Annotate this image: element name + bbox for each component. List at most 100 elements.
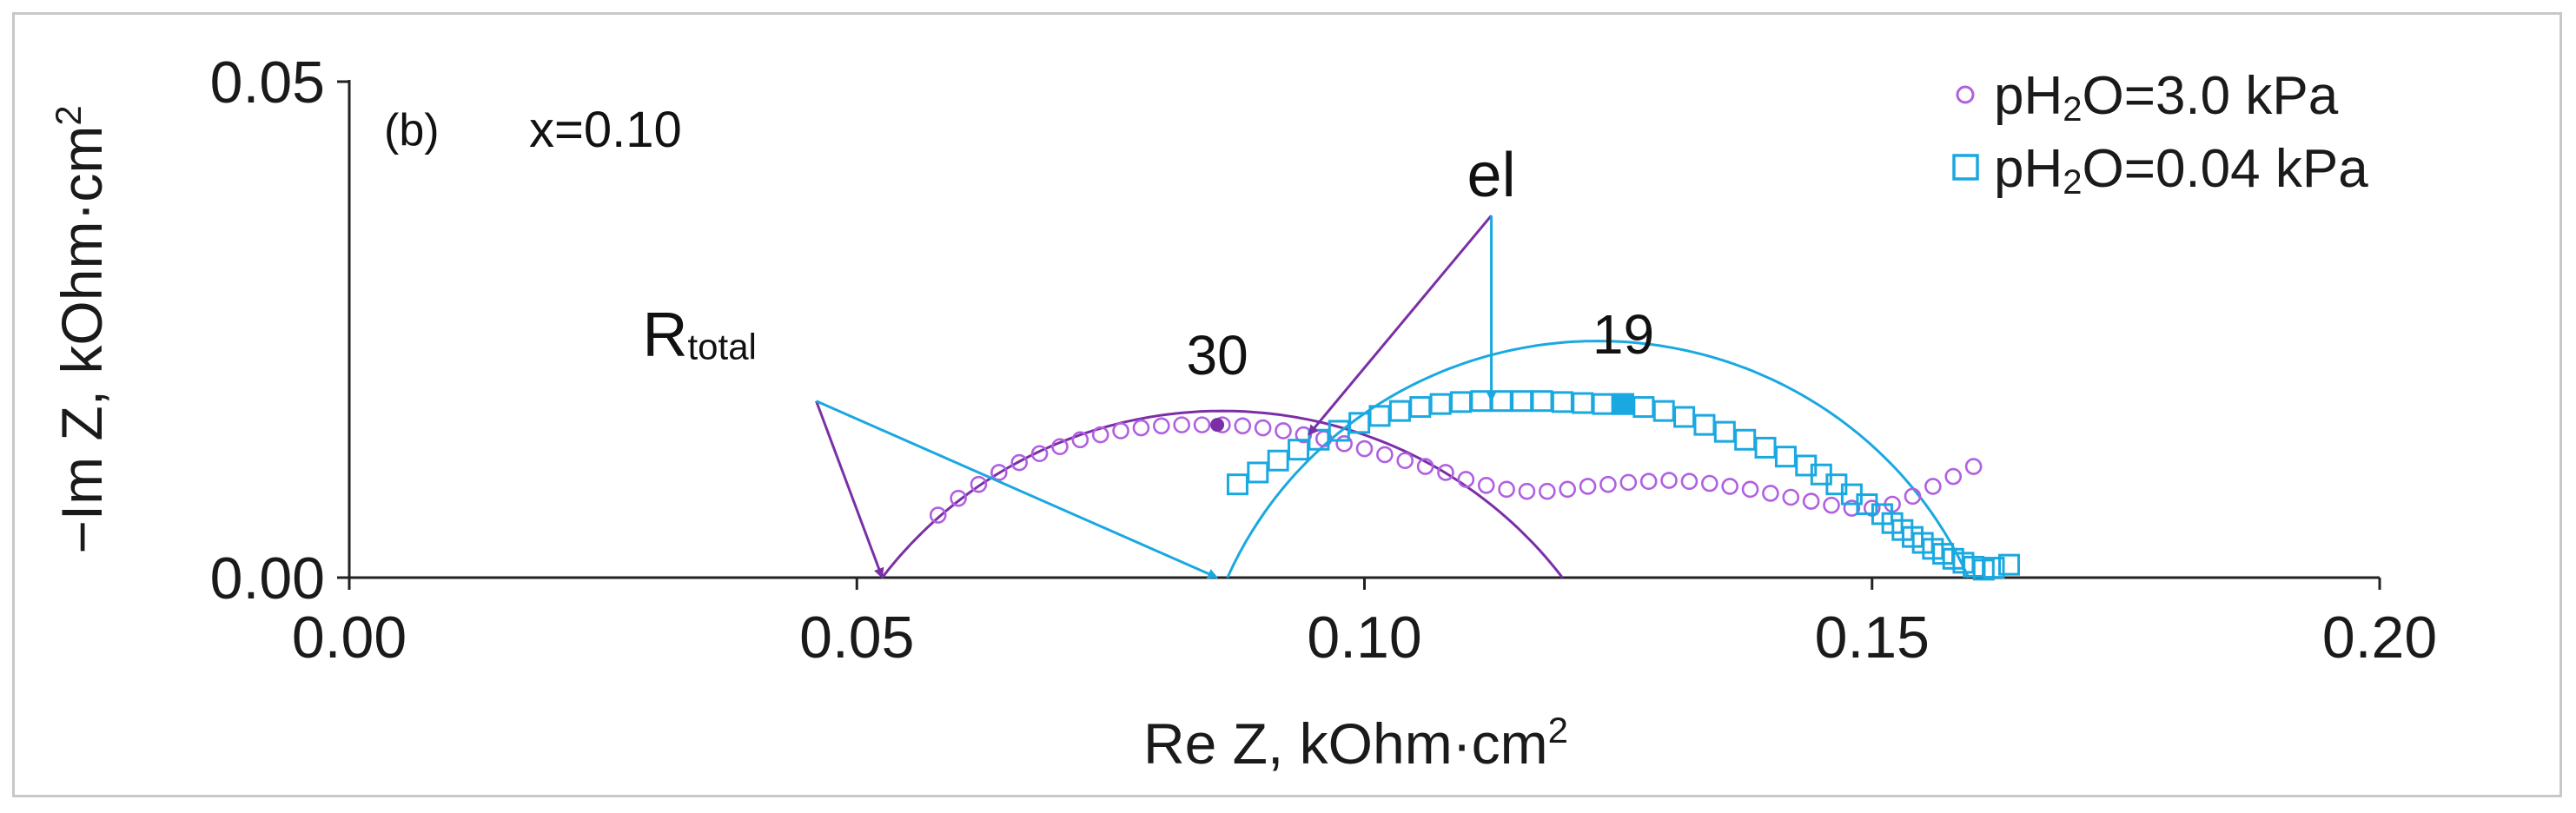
data-point-square [1997,553,2020,576]
fit-arc [1226,340,1970,578]
data-point-circle [950,489,967,507]
data-point-circle [1132,419,1150,437]
data-point-square [1388,400,1411,422]
data-point-circle [1193,416,1211,433]
data-point-square [1632,396,1655,419]
data-point-circle [970,475,988,493]
x-tick-label: 0.00 [292,605,407,671]
data-point-square [1754,436,1777,459]
x-tick-label: 0.15 [1815,605,1930,671]
y-axis-label-exponent: 2 [48,105,89,125]
data-point-square [1652,400,1675,422]
data-point-circle [1762,485,1779,502]
data-point-circle [1030,445,1049,463]
data-point-circle [1539,482,1556,500]
data-point-square [1429,393,1452,415]
data-point-square [1983,557,2005,579]
data-point-circle [1823,496,1840,514]
x-axis-label: Re Z, kOhm·cm2 [1143,710,1568,776]
rtotal-main: R [643,301,688,370]
data-point-circle [1112,422,1129,440]
data-point-circle [929,506,947,524]
legend-text: O=3.0 kPa [2083,66,2339,126]
data-point-circle [1579,478,1597,495]
el-arrow [1308,215,1493,436]
data-point-square [1713,420,1736,443]
y-axis-label-text: −Im Z, kOhm·cm [50,126,114,554]
fit-arc [881,409,1564,578]
data-point-circle [1091,426,1109,444]
highlight-point [1210,418,1225,433]
data-point-circle [1173,416,1190,433]
data-point-circle [1355,440,1374,458]
data-point-square [1470,390,1493,413]
legend-text: O=0.04 kPa [2083,139,2369,199]
el-annotation-label: el [1467,141,1516,210]
data-point-square [1774,446,1797,468]
data-point-square [1673,406,1696,428]
data-point-circle [1254,419,1272,437]
data-point-circle [1335,435,1353,453]
data-point-circle [1639,473,1658,491]
data-point-circle [1700,474,1718,492]
x-tick-label: 0.20 [2322,605,2437,671]
data-point-circle [1964,458,1983,475]
figure-frame: 0.00 0.05 0.10 0.15 0.20 0.00 0.05 30 19 (b) x=… [12,12,2562,797]
legend-text: pH [1994,66,2063,126]
frequency-label: 30 [1186,324,1248,387]
data-point-square [1551,391,1573,413]
data-point-circle [1010,453,1029,472]
data-point-circle [1559,480,1576,499]
data-point-square [1490,390,1513,413]
rtotal-subscript: total [688,327,757,367]
data-point-square [1531,390,1553,413]
data-point-circle [1619,473,1638,492]
rtotal-arrow [815,400,884,579]
rtotal-annotation-label: Rtotal [643,301,757,370]
rtotal-arrow [815,400,1219,579]
legend-entry: pH2O=3.0 kPa [1994,66,2339,129]
data-point-circle [1721,478,1738,495]
legend-text: pH [1994,139,2063,199]
data-point-circle [1518,482,1536,500]
data-point-square [1693,413,1716,436]
data-point-circle [1599,475,1617,493]
data-points: 30 19 [929,303,2020,581]
data-point-square [1247,461,1269,484]
data-point-circle [1275,422,1292,440]
data-point-circle [990,464,1008,481]
data-point-circle [1416,458,1434,475]
data-point-circle [1741,480,1759,499]
data-point-circle [1843,499,1861,517]
legend-subscript: 2 [2063,90,2082,129]
data-point-circle [1498,480,1515,499]
annotation-arrows [815,215,1497,579]
data-point-circle [1234,417,1252,435]
panel-label: (b) [384,105,440,155]
data-point-circle [1437,464,1454,481]
x-tick-label: 0.10 [1307,605,1421,671]
y-axis-label: −Im Z, kOhm·cm2 [48,105,114,554]
legend-entry: pH2O=0.04 kPa [1994,139,2368,202]
axes: 0.00 0.05 0.10 0.15 0.20 0.00 0.05 [210,50,2438,671]
legend-marker-circle [1956,85,1975,104]
data-point-square [1267,449,1289,472]
y-tick-label: 0.00 [210,545,325,611]
data-point-square [1450,391,1473,413]
data-point-square [1409,396,1432,419]
data-point-circle [1457,471,1475,488]
data-point-circle [1376,446,1394,464]
data-point-circle [1051,438,1069,456]
frequency-label: 19 [1593,303,1654,366]
x-axis-label-exponent: 2 [1548,710,1568,750]
data-point-square [1226,473,1248,496]
chart: 0.00 0.05 0.10 0.15 0.20 0.00 0.05 30 19 (b) x=… [48,50,2438,776]
legend-marker-square [1952,154,1979,181]
data-point-circle [1071,431,1089,449]
x-tick-label: 0.05 [799,605,914,671]
data-point-circle [1802,492,1820,510]
data-point-circle [1944,467,1963,486]
data-point-square [1734,428,1757,451]
y-tick-label: 0.05 [210,50,325,116]
